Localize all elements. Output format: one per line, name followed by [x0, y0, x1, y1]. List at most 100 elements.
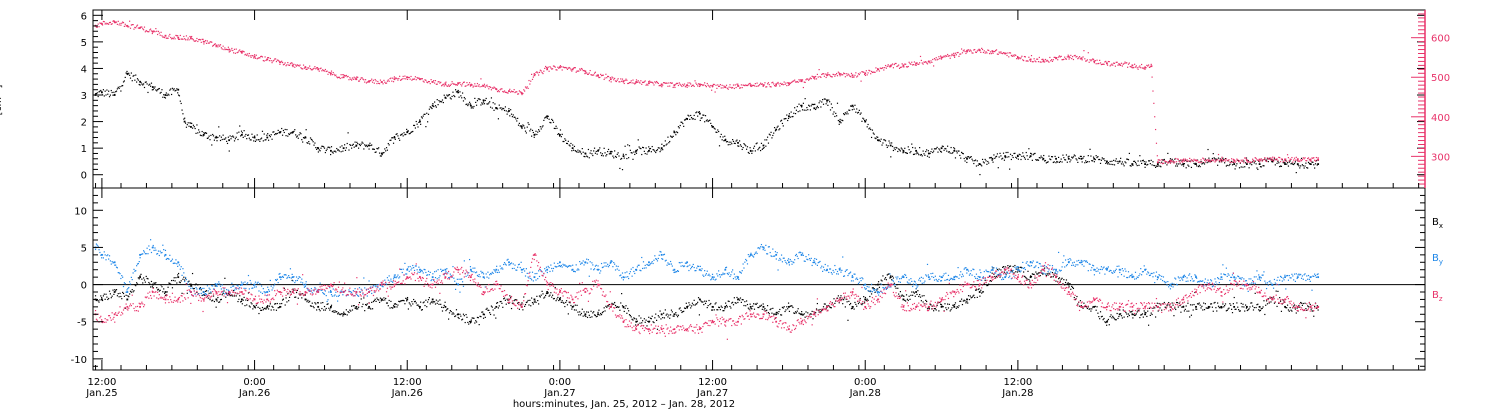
by-sample-38 — [128, 287, 129, 288]
density-sample-1396 — [1315, 163, 1316, 164]
velocity-sample-137 — [215, 43, 216, 44]
bx-sample-1282 — [1215, 307, 1216, 308]
velocity-sample-448 — [486, 85, 487, 86]
bx-sample-569 — [592, 312, 593, 313]
by-sample-336 — [389, 275, 390, 276]
bx-sample-311 — [367, 303, 368, 304]
density-sample-311 — [367, 146, 368, 147]
by-sample-199 — [269, 291, 270, 292]
velocity-sample-681 — [690, 83, 691, 84]
bx-sample-603 — [622, 305, 623, 306]
velocity-sample-27 — [119, 24, 120, 25]
bx-sample-355 — [405, 298, 406, 299]
velocity-sample-943 — [919, 62, 920, 63]
velocity-sample-1154 — [1103, 64, 1104, 65]
density-sample-292 — [350, 145, 351, 146]
velocity-sample-425 — [466, 82, 467, 83]
velocity-point-28 — [445, 83, 447, 85]
velocity-sample-110 — [191, 36, 192, 37]
bx-sample-269 — [330, 307, 331, 308]
velocity-sample-1335 — [1262, 161, 1263, 162]
bx-sample-1152 — [1102, 316, 1103, 317]
velocity-sample-894 — [876, 70, 877, 71]
density-sample-58 — [146, 81, 147, 82]
velocity-sample-632 — [647, 85, 648, 86]
density-sample-1328 — [1255, 163, 1256, 164]
bx-sample-17 — [110, 293, 111, 294]
density-sample-44 — [133, 75, 134, 76]
bx-sample-1013 — [980, 290, 981, 291]
velocity-sample-34 — [125, 24, 126, 25]
density-sample-688 — [696, 111, 697, 112]
density-sample-1361 — [1284, 162, 1285, 163]
velocity-sample-7 — [101, 23, 102, 24]
bx-sample-1246 — [1184, 310, 1185, 311]
density-sample-849 — [837, 103, 838, 104]
velocity-sample-1190 — [1135, 66, 1136, 67]
density-sample-1150 — [1100, 163, 1101, 164]
bx-sample-783 — [779, 309, 780, 310]
density-point-72 — [992, 158, 994, 160]
by-sample-174 — [247, 282, 248, 283]
bx-sample-8 — [102, 300, 103, 301]
density-sample-1042 — [1006, 152, 1007, 153]
density-sample-1295 — [1227, 165, 1228, 166]
bx-sample-909 — [889, 277, 890, 278]
density-sample-608 — [626, 158, 627, 159]
velocity-sample-923 — [902, 63, 903, 64]
bx-sample-260 — [322, 302, 323, 303]
by-sample-56 — [144, 251, 145, 252]
bx-sample-236 — [301, 297, 302, 298]
density-sample-555 — [580, 151, 581, 152]
bx-sample-987 — [957, 307, 958, 308]
density-sample-1227 — [1167, 153, 1168, 154]
bx-sample-829 — [819, 309, 820, 310]
density-sample-643 — [657, 149, 658, 150]
velocity-sample-789 — [784, 84, 785, 85]
density-sample-1202 — [1145, 161, 1146, 162]
density-sample-603 — [622, 169, 623, 170]
density-sample-848 — [836, 115, 837, 116]
velocity-sample-490 — [523, 89, 524, 90]
velocity-sample-705 — [711, 90, 712, 91]
density-sample-270 — [331, 146, 332, 147]
by-sample-43 — [133, 272, 134, 273]
density-sample-1166 — [1114, 164, 1115, 165]
velocity-sample-673 — [683, 85, 684, 86]
bx-sample-1044 — [1007, 265, 1008, 266]
density-sample-709 — [715, 128, 716, 129]
velocity-sample-1253 — [1190, 161, 1191, 162]
velocity-sample-389 — [435, 80, 436, 81]
bx-sample-1265 — [1200, 307, 1201, 308]
by-sample-172 — [245, 288, 246, 289]
bx-sample-618 — [635, 324, 636, 325]
bx-sample-835 — [825, 303, 826, 304]
velocity-sample-256 — [319, 71, 320, 72]
density-sample-922 — [901, 147, 902, 148]
velocity-sample-1272 — [1207, 159, 1208, 160]
bx-point-18 — [317, 306, 319, 308]
density-sample-952 — [927, 156, 928, 157]
density-sample-1216 — [1158, 165, 1159, 166]
density-point-92 — [1246, 163, 1248, 165]
bx-sample-1215 — [1157, 303, 1158, 304]
bx-sample-420 — [462, 319, 463, 320]
by-point-97 — [1317, 276, 1319, 278]
bx-sample-550 — [576, 309, 577, 310]
by-point-45 — [661, 254, 663, 256]
bx-sample-1052 — [1014, 265, 1015, 266]
density-sample-730 — [733, 141, 734, 142]
bx-sample-232 — [298, 298, 299, 299]
bx-sample-1014 — [981, 292, 982, 293]
density-sample-33 — [124, 80, 125, 81]
bx-sample-422 — [464, 315, 465, 316]
by-point-55 — [788, 261, 790, 263]
density-sample-1126 — [1079, 158, 1080, 159]
bx-sample-222 — [289, 297, 290, 298]
bx-sample-656 — [668, 314, 669, 315]
velocity-sample-810 — [803, 87, 804, 88]
bx-sample-1323 — [1251, 302, 1252, 303]
bx-sample-488 — [521, 302, 522, 303]
bx-sample-1357 — [1281, 311, 1282, 312]
density-sample-28 — [119, 86, 120, 87]
